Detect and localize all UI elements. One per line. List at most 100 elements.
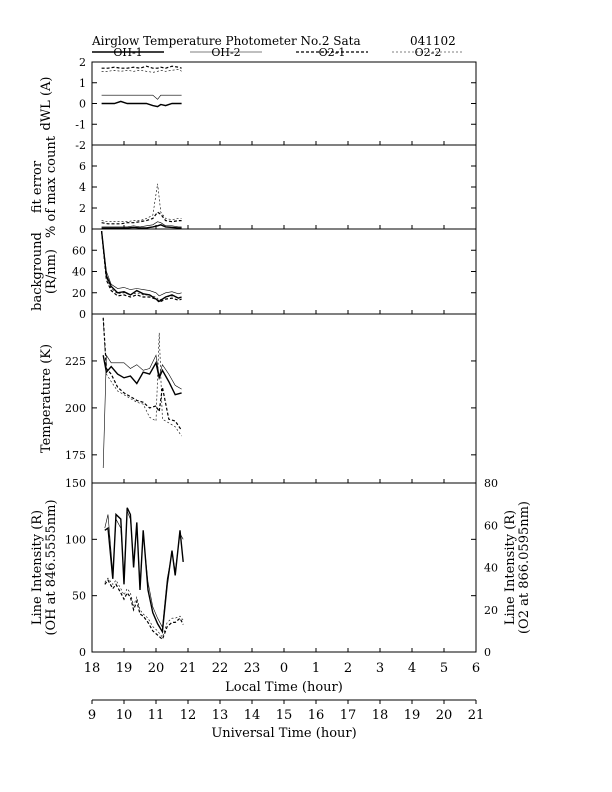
series-o2-1	[104, 579, 184, 641]
ut-tick-label: 20	[436, 708, 453, 723]
y-tick-label: 150	[65, 477, 86, 490]
panels: -2 -1 0 1 2 dWL (A) 0 2 4 6 fit error% of max coun…	[30, 56, 532, 659]
y-tick-label: -2	[75, 139, 86, 152]
y-tick-label: 2	[79, 202, 86, 215]
series-oh-1	[101, 224, 182, 229]
y-tick-label: 1	[79, 77, 86, 90]
y-tick-label: 225	[65, 355, 86, 368]
y-tick-label-right: 40	[484, 562, 498, 575]
local-time-axis-label: Local Time (hour)	[225, 680, 343, 695]
y-tick-label: 0	[79, 223, 86, 236]
y-axis-label-right: (O2 at 866.0595nm)	[517, 501, 532, 634]
series-o2-2	[101, 68, 182, 73]
y-tick-label: 100	[65, 533, 86, 546]
legend-label-oh-1: OH-1	[113, 46, 142, 59]
panel-4: 175 200 225 Temperature (K)	[39, 313, 477, 484]
local-time-tick-label: 1	[312, 661, 320, 676]
series-oh-2	[102, 354, 182, 469]
y-tick-label: 0	[79, 646, 86, 659]
y-tick-label: 200	[65, 402, 86, 415]
series-o2-2	[101, 183, 182, 222]
chart-title: Airglow Temperature Photometer No.2 Sata	[91, 34, 361, 48]
y-axis-label: background	[30, 232, 45, 311]
local-time-tick-label: 23	[244, 661, 261, 676]
local-time-tick-label: 19	[116, 661, 133, 676]
ut-tick-label: 15	[276, 708, 293, 723]
y-axis-label: fit error	[30, 160, 45, 213]
y-tick-label: 0	[79, 308, 86, 321]
y-axis-label: (R/nm)	[44, 249, 59, 294]
local-time-tick-label: 4	[408, 661, 416, 676]
ut-tick-label: 16	[308, 708, 325, 723]
series-o2-2	[102, 317, 182, 437]
legend-label-oh-2: OH-2	[211, 46, 240, 59]
y-tick-label-right: 80	[484, 477, 498, 490]
local-time-tick-label: 18	[84, 661, 101, 676]
local-time-tick-label: 20	[148, 661, 165, 676]
series-o2-2	[101, 231, 182, 301]
panel-1: -2 -1 0 1 2 dWL (A)	[39, 56, 477, 152]
series-oh-1	[102, 355, 182, 396]
chart-date: 041102	[410, 34, 456, 48]
ut-tick-label: 17	[340, 708, 357, 723]
ut-tick-label: 13	[212, 708, 229, 723]
series-oh-2	[101, 231, 182, 297]
y-axis-label: % of max count	[44, 135, 59, 238]
ut-tick-label: 19	[404, 708, 421, 723]
series-o2-1	[101, 231, 182, 304]
panel-frame	[91, 144, 477, 230]
y-axis-label-right: Line Intensity (R)	[503, 510, 518, 625]
legend: OH-1 OH-2 O2-1 O2-2	[92, 46, 464, 59]
panel-frame	[91, 482, 477, 653]
local-time-tick-label: 5	[440, 661, 448, 676]
legend-label-o2-1: O2-1	[319, 46, 346, 59]
series-oh-2	[104, 511, 184, 629]
local-time-tick-label: 6	[472, 661, 480, 676]
ut-tick-label: 12	[180, 708, 197, 723]
series-o2-1	[101, 211, 182, 225]
local-time-tick-label: 0	[280, 661, 288, 676]
local-time-tick-label: 3	[376, 661, 384, 676]
series-oh-1	[101, 100, 182, 108]
y-tick-label-right: 60	[484, 519, 498, 532]
panel-frame	[91, 61, 477, 146]
panel-frame	[91, 228, 477, 315]
local-time-tick-label: 21	[180, 661, 197, 676]
y-tick-label: 175	[65, 449, 86, 462]
legend-label-o2-2: O2-2	[415, 46, 442, 59]
y-tick-label: -1	[75, 118, 86, 131]
ut-tick-label: 14	[244, 708, 261, 723]
ut-tick-label: 21	[468, 708, 485, 723]
series-o2-1	[102, 317, 183, 431]
series-oh-2	[101, 221, 182, 228]
ut-tick-label: 18	[372, 708, 389, 723]
series-o2-2	[104, 577, 184, 638]
ut-tick-label: 9	[88, 708, 96, 723]
ut-tick-label: 10	[116, 708, 133, 723]
y-axis-label: Line Intensity (R)	[30, 510, 45, 625]
series-oh-2	[101, 94, 182, 100]
ut-axis-label: Universal Time (hour)	[211, 726, 356, 741]
panel-2: 0 2 4 6 fit error% of max count	[30, 135, 477, 238]
local-time-tick-label: 22	[212, 661, 229, 676]
y-tick-label: 0	[79, 98, 86, 111]
y-axis-label: dWL (A)	[39, 77, 54, 131]
series-oh-1	[100, 231, 182, 303]
y-tick-label: 60	[72, 244, 86, 257]
y-axis-label: (OH at 846.5555nm)	[44, 499, 59, 635]
series-o2-1	[101, 65, 182, 69]
y-axis-label: Temperature (K)	[39, 344, 54, 453]
y-tick-label: 4	[79, 181, 86, 194]
y-tick-label: 2	[79, 56, 86, 69]
y-tick-label-right: 20	[484, 604, 498, 617]
y-tick-label: 20	[72, 287, 86, 300]
series-oh-1	[104, 507, 184, 634]
local-time-tick-label: 2	[344, 661, 352, 676]
y-tick-label: 50	[72, 590, 86, 603]
ut-tick-label: 11	[148, 708, 165, 723]
y-tick-label: 6	[79, 160, 86, 173]
y-tick-label-right: 0	[484, 646, 491, 659]
